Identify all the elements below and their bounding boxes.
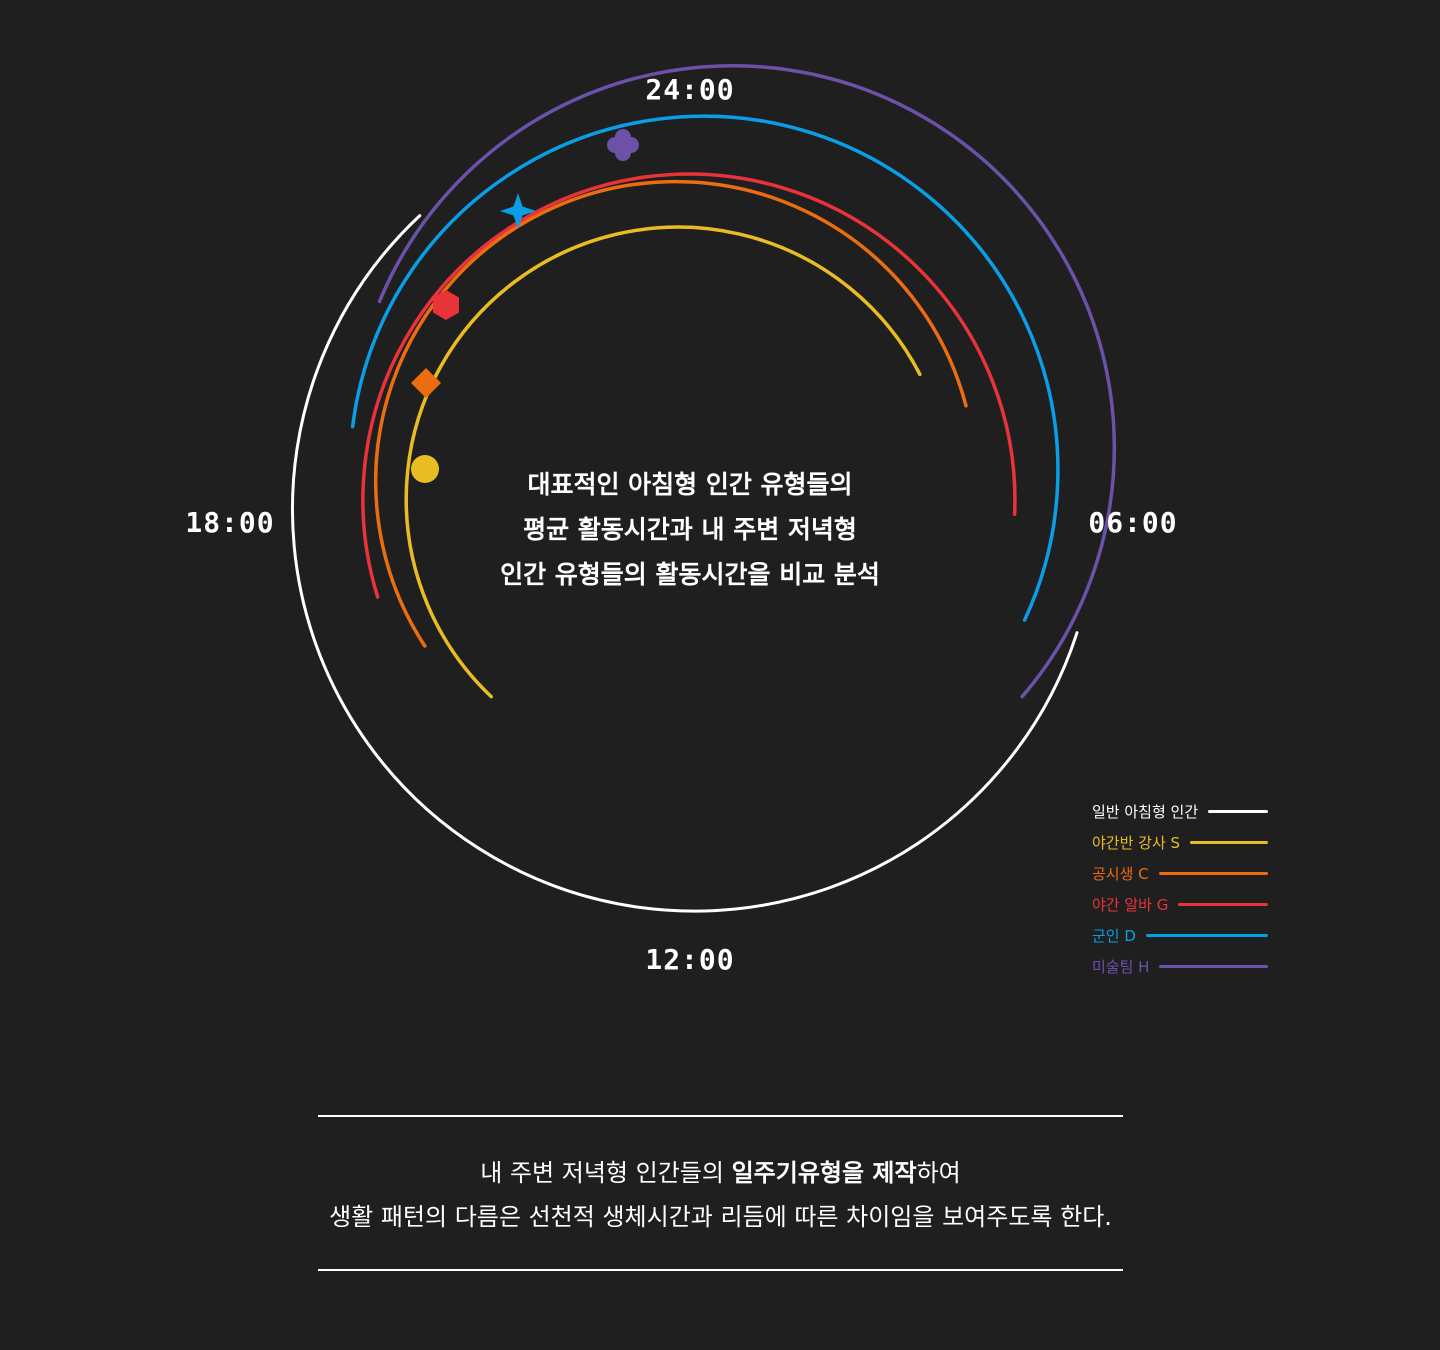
time-label-bottom: 12:00 [645,943,735,976]
legend-swatch-line [1178,903,1268,906]
legend-item-exam-student-c: 공시생 C [1092,858,1272,889]
legend-label: 야간반 강사 S [1092,833,1181,852]
arc-night-parttime-g [361,172,1017,599]
legend-item-instructor-s: 야간반 강사 S [1092,827,1272,858]
footer-line-1-post: 하여 [916,1159,961,1187]
soldier-star-icon [500,193,536,229]
legend-label: 군인 D [1092,926,1136,945]
legend-swatch-line [1208,810,1268,813]
legend-label: 공시생 C [1092,864,1149,883]
arc-exam-student-c [373,179,968,648]
time-label-right: 06:00 [1088,506,1178,539]
parttime-hexagon-icon [433,290,459,320]
legend-item-art-team-h: 미술팀 H [1092,951,1272,982]
divider-top [318,1115,1123,1117]
center-line-2: 평균 활동시간과 내 주변 저녁형 [523,515,857,544]
instructor-circle-icon [411,455,439,483]
legend-label: 미술팀 H [1092,957,1150,976]
legend-item-soldier-d: 군인 D [1092,920,1272,951]
clock-arcs [290,64,1117,913]
footer-line-2: 생활 패턴의 다름은 선천적 생체시간과 리듬에 따른 차이임을 보여주도록 한… [329,1203,1112,1231]
footer-line-1-emphasis: 일주기유형을 제작 [731,1159,917,1187]
center-description: 대표적인 아침형 인간 유형들의 평균 활동시간과 내 주변 저녁형 인간 유형… [440,462,940,597]
footer-section: 내 주변 저녁형 인간들의 일주기유형을 제작하여 생활 패턴의 다름은 선천적… [318,1115,1123,1271]
legend-swatch-line [1145,934,1268,937]
legend-swatch-line [1159,965,1268,968]
art-team-clover-icon [607,129,639,161]
legend-swatch-line [1190,841,1268,844]
arc-soldier-d [350,114,1060,622]
footer-line-1-pre: 내 주변 저녁형 인간들의 [480,1159,732,1187]
legend-label: 야간 알바 G [1092,895,1169,914]
arc-general-morning-person [290,214,1079,913]
center-line-3: 인간 유형들의 활동시간을 비교 분석 [500,560,880,589]
footer-text: 내 주변 저녁형 인간들의 일주기유형을 제작하여 생활 패턴의 다름은 선천적… [318,1117,1123,1269]
legend-item-parttime-g: 야간 알바 G [1092,889,1272,920]
time-label-top: 24:00 [645,73,735,106]
clock-diagram: 24:00 06:00 12:00 18:00 대표적인 아침형 인간 유형들의… [185,64,1272,982]
center-line-1: 대표적인 아침형 인간 유형들의 [527,470,853,499]
exam-student-diamond-icon [411,368,441,398]
arc-night-instructor-s [404,225,922,699]
legend-swatch-line [1158,872,1268,875]
legend-label: 일반 아침형 인간 [1092,802,1199,821]
legend-item-general: 일반 아침형 인간 [1092,796,1272,827]
footer-line-1: 내 주변 저녁형 인간들의 일주기유형을 제작하여 [318,1151,1123,1195]
divider-bottom [318,1269,1123,1271]
arc-art-team-h [377,64,1117,699]
time-label-left: 18:00 [185,506,275,539]
legend: 일반 아침형 인간 야간반 강사 S 공시생 C 야간 알바 G 군인 D 미술… [1092,796,1272,982]
